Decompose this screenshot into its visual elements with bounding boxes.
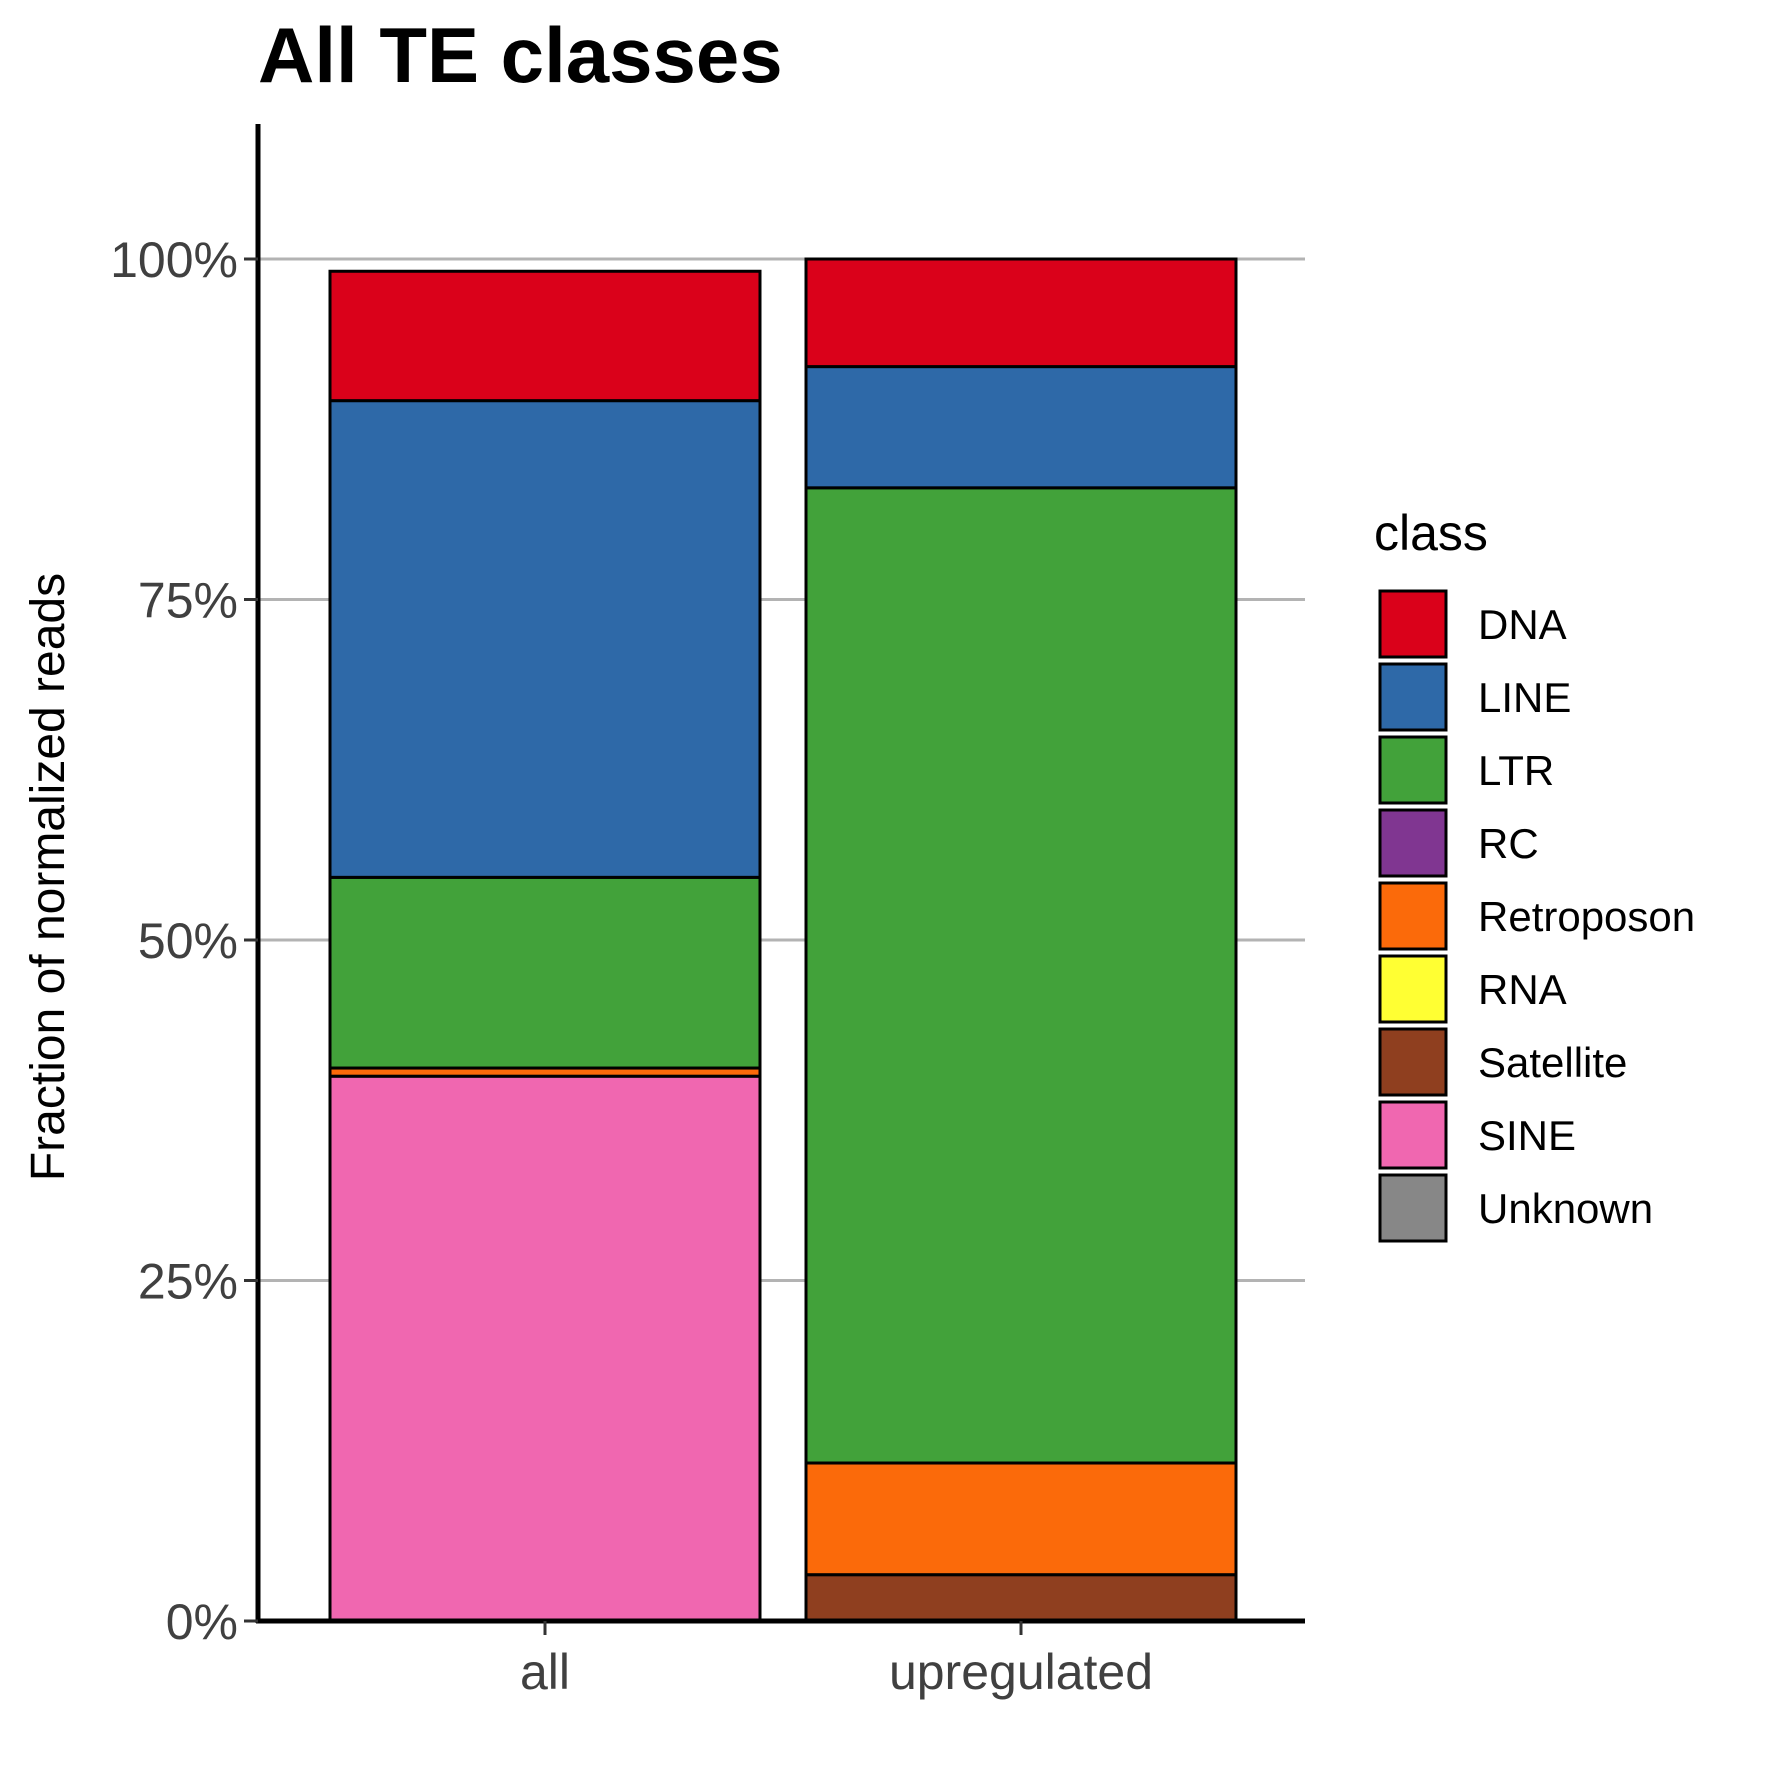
legend-label-satellite: Satellite [1478, 1039, 1627, 1086]
legend-label-line: LINE [1478, 674, 1571, 721]
y-axis-title: Fraction of normalized reads [22, 573, 75, 1181]
legend-label-unknown: Unknown [1478, 1185, 1653, 1232]
bar-segment-upregulated-ltr [804, 486, 1238, 1465]
legend: class DNA LINE LTR RC Retroposon RNA Satellite… [1374, 505, 1695, 1243]
x-axis-ticks: all upregulated [520, 1621, 1153, 1700]
legend-key-retroposon [1378, 881, 1448, 951]
y-tick-label: 0% [166, 1594, 238, 1650]
x-tick-label: all [520, 1644, 570, 1700]
y-tick-label: 100% [110, 232, 238, 288]
legend-label-rc: RC [1478, 820, 1539, 867]
legend-title: class [1374, 505, 1488, 561]
legend-label-sine: SINE [1478, 1112, 1576, 1159]
bar-segment-upregulated-line [804, 365, 1238, 490]
legend-key-line [1378, 662, 1448, 732]
legend-label-ltr: LTR [1478, 747, 1554, 794]
y-tick-label: 50% [138, 913, 238, 969]
bar-segment-all-line [328, 399, 762, 879]
legend-label-rna: RNA [1478, 966, 1567, 1013]
legend-label-retroposon: Retroposon [1478, 893, 1695, 940]
bar-segment-upregulated-satellite [804, 1573, 1238, 1623]
y-tick-label: 75% [138, 573, 238, 629]
chart-title: All TE classes [258, 11, 783, 99]
legend-label-dna: DNA [1478, 601, 1567, 648]
bar-segment-all-dna [328, 269, 762, 403]
x-tick-label: upregulated [889, 1644, 1153, 1700]
bar-segment-all-sine [328, 1074, 762, 1623]
legend-key-ltr [1378, 735, 1448, 805]
legend-key-rc [1378, 808, 1448, 878]
y-axis-ticks: 0% 25% 50% 75% 100% [110, 232, 258, 1650]
legend-key-dna [1378, 589, 1448, 659]
bar-segment-upregulated-retroposon [804, 1461, 1238, 1577]
legend-key-sine [1378, 1100, 1448, 1170]
legend-key-satellite [1378, 1027, 1448, 1097]
legend-key-unknown [1378, 1173, 1448, 1243]
legend-key-rna [1378, 954, 1448, 1024]
bar-segment-upregulated-dna [804, 257, 1238, 369]
axes [255, 124, 1305, 1624]
bars [328, 257, 1238, 1623]
y-tick-label: 25% [138, 1254, 238, 1310]
bar-segment-all-ltr [328, 875, 762, 1070]
